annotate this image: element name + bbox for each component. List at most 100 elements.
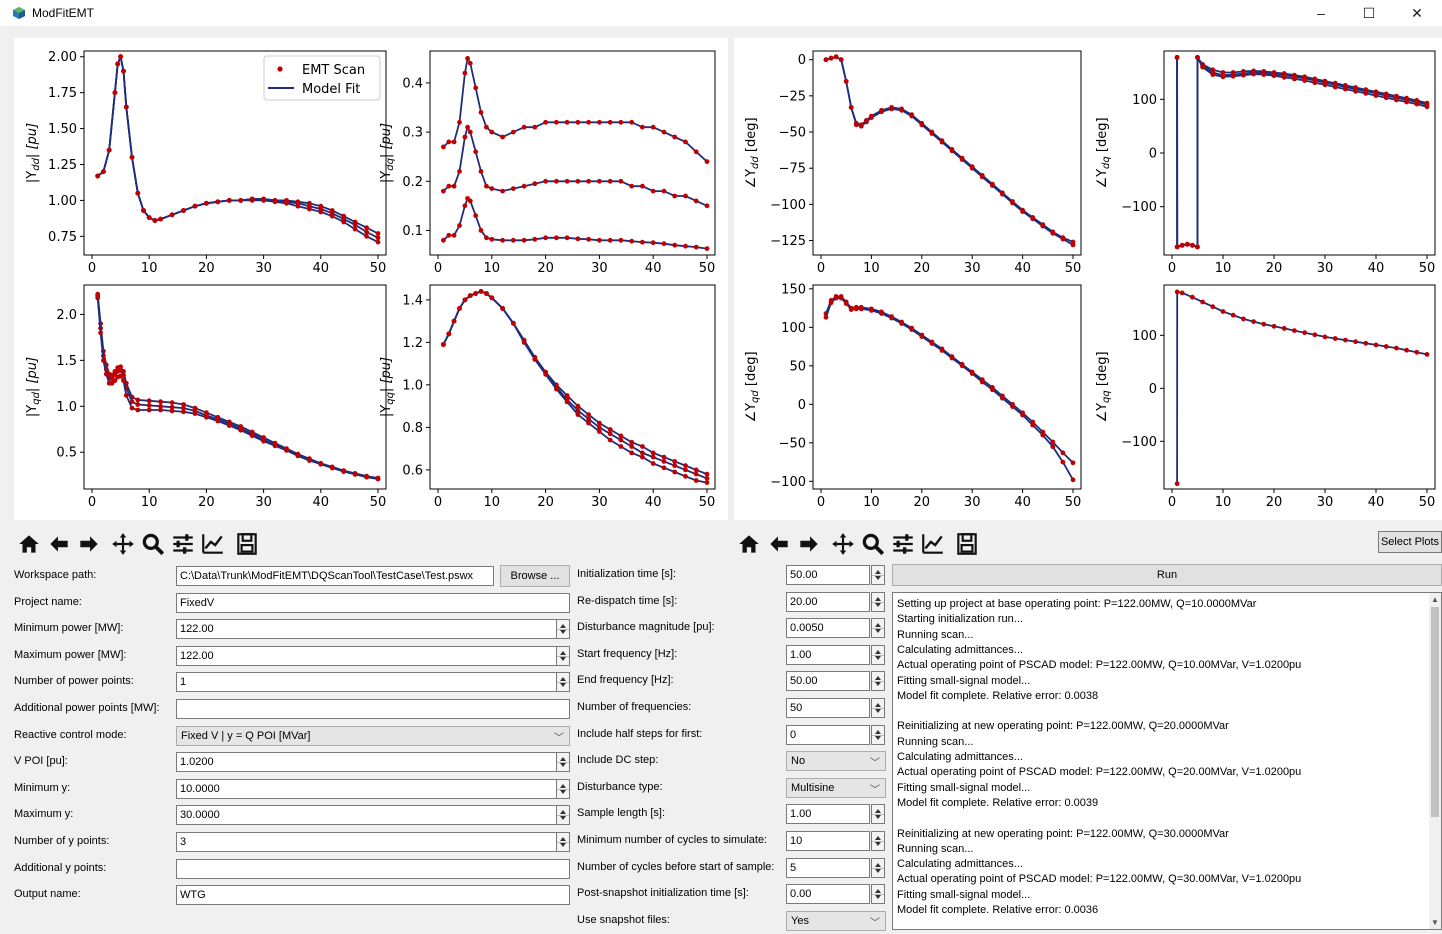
emt-scan-point [478,228,484,233]
log-scrollbar[interactable]: ▲ ▼ [1429,593,1441,929]
disturbance-magnitude-input[interactable]: 0.0050 [786,618,870,639]
pan-icon[interactable] [110,530,136,558]
reactive-control-mode-dropdown[interactable]: Fixed V | y = Q POI [MVar] ﹀ [176,725,570,746]
zoom-icon[interactable] [860,530,886,558]
disturbance-magnitude-spinner[interactable] [871,618,885,639]
emt-scan-point [1060,235,1066,241]
emt-scan-point [1332,336,1338,341]
redispatch-time-input[interactable]: 20.00 [786,591,870,612]
emt-scan-point [1040,432,1046,438]
additional-power-points-input[interactable] [176,699,570,719]
max-y-spinner[interactable] [556,805,570,826]
dc-step-dropdown[interactable]: No ﹀ [786,751,886,772]
angle-plot-panel[interactable]: 0 10 20 30 40 50 −125 −100 −75 −50 −25 0 ∠Ydd [deg] 0… [734,38,1442,520]
pan-icon[interactable] [830,530,856,558]
zoom-icon[interactable] [140,530,166,558]
emt-scan-point [640,454,645,460]
init-time-input[interactable]: 50.00 [786,565,870,585]
end-freq-spinner[interactable] [871,671,885,692]
half-steps-input[interactable]: 0 [786,724,870,745]
v-poi-input[interactable]: 1.0200 [176,752,557,773]
close-button[interactable]: ✕ [1411,5,1423,21]
use-snapshot-dropdown[interactable]: Yes ﹀ [786,910,886,931]
log-output[interactable]: Setting up project at base operating poi… [892,592,1442,930]
emt-scan-point [1200,64,1205,70]
magnitude-plot-panel[interactable]: 0 10 20 30 40 50 0.75 1.00 1.25 1.50 1.75 2.00 |Ydd|… [14,38,728,520]
subplots-config-icon[interactable] [170,530,196,558]
legend-entry-fit: Model Fit [302,82,360,97]
post-snapshot-init-spinner[interactable] [871,884,885,905]
x-tick-label: 30 [591,261,608,276]
num-power-points-input[interactable]: 1 [176,672,557,693]
scroll-down-icon[interactable]: ▼ [1431,918,1439,927]
emt-scan-point [618,433,624,439]
emt-scan-point [226,423,232,428]
output-name-input[interactable]: WTG [176,885,570,906]
emt-scan-point [704,203,710,209]
min-y-spinner[interactable] [556,778,570,799]
browse-button[interactable]: Browse ... [500,565,570,587]
edit-axes-icon[interactable] [200,530,226,558]
x-tick-label: 40 [1368,495,1385,510]
min-cycles-input[interactable]: 10 [786,831,870,851]
sample-length-input[interactable]: 1.00 [786,804,870,825]
scroll-thumb[interactable] [1431,607,1439,817]
workspace-path-input[interactable]: C:\Data\Trunk\ModFitEMT\DQScanTool\TestC… [176,566,494,586]
start-freq-input[interactable]: 1.00 [786,644,870,665]
x-tick-label: 30 [964,261,981,276]
emt-scan-point [307,206,312,212]
run-button[interactable]: Run [892,564,1442,586]
num-y-points-spinner[interactable] [556,832,570,852]
edit-axes-icon[interactable] [920,530,946,558]
home-icon[interactable] [736,530,762,558]
magnitude-plots-canvas[interactable]: 0 10 20 30 40 500.751.001.251.501.752.00|Ydd|… [14,38,728,520]
back-arrow-icon[interactable] [766,530,792,558]
subplots-config-icon[interactable] [890,530,916,558]
sample-length-spinner[interactable] [871,804,885,825]
angle-plots-canvas[interactable]: 0 10 20 30 40 50−125−100−75−50−250∠Ydd [deg]0… [734,38,1442,520]
half-steps-spinner[interactable] [871,724,885,745]
start-freq-spinner[interactable] [871,644,885,665]
min-cycles-spinner[interactable] [871,831,885,851]
additional-y-points-input[interactable] [176,858,570,879]
emt-scan-point [141,208,146,213]
forward-arrow-icon[interactable] [76,530,102,558]
disturbance-type-dropdown[interactable]: Multisine ﹀ [786,777,886,798]
emt-scan-point [532,357,538,362]
min-power-input[interactable]: 122.00 [176,619,557,640]
x-tick-label: 0 [1168,495,1176,510]
min-power-spinner[interactable] [556,619,570,640]
num-freqs-spinner[interactable] [871,698,885,718]
emt-scan-point [629,450,635,456]
select-plots-button[interactable]: Select Plots [1378,531,1442,553]
max-y-input[interactable]: 30.0000 [176,805,557,826]
num-freqs-input[interactable]: 50 [786,698,870,718]
minimize-button[interactable]: – [1317,5,1325,21]
save-figure-icon[interactable] [234,530,260,558]
y-tick-label: 1.25 [48,158,77,173]
end-freq-input[interactable]: 50.00 [786,671,870,692]
home-icon[interactable] [16,530,42,558]
project-name-input[interactable]: FixedV [176,592,570,613]
maximize-button[interactable]: ☐ [1362,5,1376,21]
redispatch-time-spinner[interactable] [871,591,885,612]
x-tick-label: 20 [198,261,215,276]
num-power-points-spinner[interactable] [556,672,570,693]
save-figure-icon[interactable] [954,530,980,558]
post-snapshot-init-input[interactable]: 0.00 [786,884,870,905]
scroll-up-icon[interactable]: ▲ [1431,595,1439,604]
num-y-points-input[interactable]: 3 [176,832,557,852]
forward-arrow-icon[interactable] [796,530,822,558]
min-y-input[interactable]: 10.0000 [176,778,557,799]
cycles-before-sample-spinner[interactable] [871,857,885,878]
emt-scan-point [118,54,123,60]
cycles-before-sample-input[interactable]: 5 [786,857,870,878]
max-power-spinner[interactable] [556,645,570,666]
back-arrow-icon[interactable] [46,530,72,558]
y-tick-label: 0 [798,53,806,68]
v-poi-spinner[interactable] [556,752,570,773]
init-time-spinner[interactable] [871,565,885,585]
y-tick-label: 0.8 [402,421,423,436]
emt-scan-point [683,243,688,249]
max-power-input[interactable]: 122.00 [176,645,557,666]
